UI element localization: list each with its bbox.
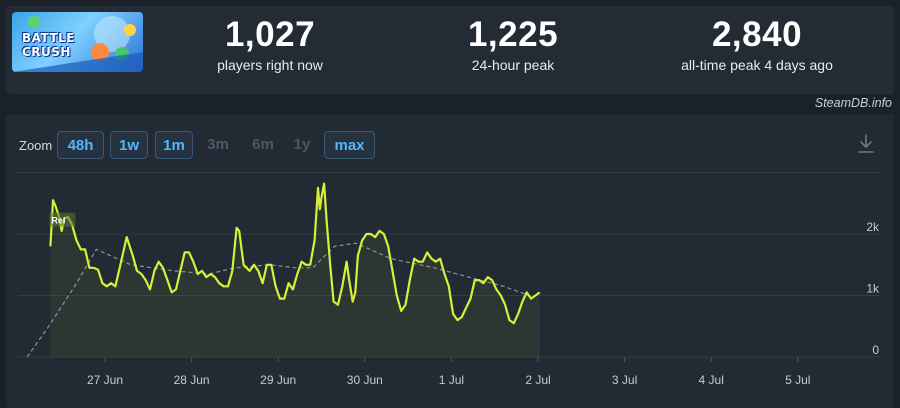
- x-tick-label: 29 Jun: [260, 373, 296, 387]
- average-series-line: [26, 242, 530, 358]
- x-tick-label: 30 Jun: [347, 373, 383, 387]
- chart-panel: [6, 114, 894, 408]
- player-area-fill: [50, 183, 540, 357]
- logo-artwork-icon: [12, 16, 143, 72]
- x-tick-label: 27 Jun: [87, 373, 123, 387]
- zoom-3m-button: 3m: [207, 136, 229, 153]
- stat-label: all-time peak 4 days ago: [681, 57, 833, 73]
- download-icon[interactable]: [856, 133, 876, 155]
- x-tick-label: 5 Jul: [785, 373, 810, 387]
- x-tick-label: 1 Jul: [439, 373, 464, 387]
- zoom-1y-button: 1y: [293, 136, 311, 153]
- stats-bar: [6, 6, 894, 94]
- logo-title-line1: BATTLE: [22, 31, 75, 45]
- stat-value: 1,225: [467, 15, 559, 54]
- stat-all-time-peak: 2,840 all-time peak 4 days ago: [637, 15, 877, 74]
- zoom-1m-button[interactable]: 1m: [155, 131, 193, 159]
- y-tick-label: 0: [872, 343, 879, 357]
- x-tick-label: 28 Jun: [174, 373, 210, 387]
- zoom-max-button[interactable]: max: [324, 131, 375, 159]
- zoom-label: Zoom: [19, 138, 53, 153]
- stat-label: 24-hour peak: [471, 57, 555, 73]
- y-tick-label: 2k: [866, 220, 880, 234]
- stat-value: 1,027: [224, 15, 316, 54]
- stat-players-now: 1,027 players right now: [150, 15, 390, 74]
- stat-value: 2,840: [711, 15, 803, 54]
- release-annotation: Rel: [51, 216, 65, 226]
- y-tick-label: 1k: [866, 282, 880, 296]
- logo-title-line2: CRUSH: [22, 45, 71, 59]
- game-logo[interactable]: BATTLE CRUSH: [12, 12, 143, 72]
- x-tick-label: 4 Jul: [699, 373, 724, 387]
- x-tick-label: 3 Jul: [612, 373, 637, 387]
- stat-24h-peak: 1,225 24-hour peak: [393, 15, 633, 74]
- stat-label: players right now: [217, 57, 323, 73]
- release-marker: [49, 212, 76, 227]
- zoom-48h-button[interactable]: 48h: [57, 131, 104, 159]
- players-series-line: [49, 182, 541, 325]
- zoom-6m-button: 6m: [252, 136, 274, 153]
- x-tick-label: 2 Jul: [525, 373, 550, 387]
- player-count-chart: Rel 0 1k 2k 27 Jun 28 Jun 29 Jun 30 Jun 1 Jul 2 J…: [18, 172, 880, 387]
- source-credit[interactable]: SteamDB.info: [814, 96, 892, 110]
- zoom-1w-button[interactable]: 1w: [110, 131, 148, 159]
